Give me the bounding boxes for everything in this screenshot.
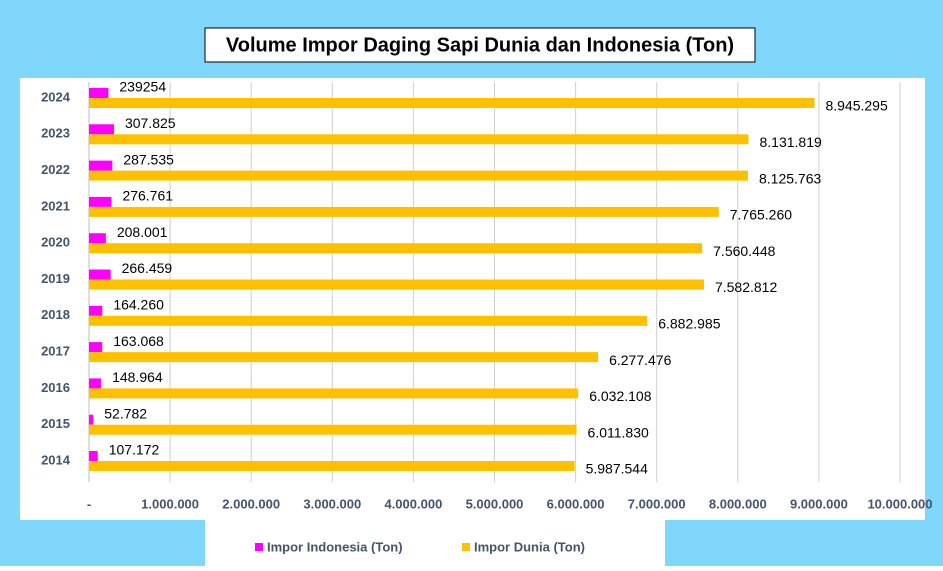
bar — [89, 414, 94, 425]
y-tick-label: 2021 — [41, 198, 70, 213]
bar — [89, 134, 749, 145]
bar — [89, 352, 599, 363]
data-label: 7.582.812 — [715, 279, 777, 295]
data-label: 287.535 — [123, 151, 174, 167]
y-tick-label: 2017 — [41, 344, 70, 359]
bar — [89, 196, 112, 207]
bar — [89, 98, 815, 108]
y-tick-label: 2022 — [41, 162, 70, 177]
y-tick-label: 2023 — [41, 126, 70, 141]
data-label: 7.765.260 — [730, 207, 792, 223]
legend-swatch — [462, 543, 470, 551]
plot-panel — [20, 78, 925, 520]
y-tick-label: 2015 — [41, 416, 70, 431]
bar — [89, 461, 575, 471]
x-tick-label: 5.000.000 — [466, 496, 524, 511]
bar — [89, 378, 102, 389]
data-label: 6.882.985 — [658, 316, 720, 332]
data-label: 8.125.763 — [759, 170, 821, 186]
bar — [89, 243, 703, 254]
data-label: 7.560.448 — [713, 243, 775, 259]
bar — [89, 269, 111, 280]
bar — [89, 160, 113, 171]
y-tick-label: 2019 — [41, 271, 70, 286]
bar — [89, 124, 114, 135]
y-tick-label: 2018 — [41, 307, 70, 322]
bar — [89, 315, 648, 326]
data-label: 52.782 — [104, 405, 147, 421]
data-label: 276.761 — [122, 188, 173, 204]
bar — [89, 388, 579, 399]
bar — [89, 424, 577, 435]
data-label: 307.825 — [125, 115, 176, 131]
legend-label: Impor Indonesia (Ton) — [267, 539, 403, 554]
bar — [89, 170, 748, 181]
x-tick-label: 6.000.000 — [547, 496, 605, 511]
data-label: 208.001 — [117, 224, 168, 240]
data-label: 6.277.476 — [609, 352, 671, 368]
x-tick-label: 8.000.000 — [709, 496, 767, 511]
data-label: 164.260 — [113, 297, 164, 313]
y-tick-label: 2016 — [41, 380, 70, 395]
y-tick-label: 2024 — [41, 89, 71, 104]
data-label: 8.131.819 — [759, 134, 821, 150]
legend-swatch — [255, 543, 263, 551]
data-label: 239254 — [119, 79, 166, 95]
data-label: 163.068 — [113, 333, 164, 349]
x-tick-label: 10.000.000 — [867, 496, 932, 511]
bar — [89, 451, 98, 461]
bar — [89, 279, 704, 290]
bar — [89, 305, 103, 316]
data-label: 5.987.544 — [586, 461, 648, 477]
bar — [89, 206, 719, 217]
data-label: 8.945.295 — [825, 98, 887, 114]
data-label: 6.011.830 — [588, 424, 649, 440]
y-tick-label: 2020 — [41, 235, 70, 250]
data-label: 107.172 — [109, 442, 160, 458]
data-label: 266.459 — [122, 260, 173, 276]
x-tick-label: - — [87, 496, 91, 511]
x-tick-label: 2.000.000 — [222, 496, 280, 511]
bar — [89, 88, 109, 98]
chart-title: Volume Impor Daging Sapi Dunia dan Indon… — [226, 34, 734, 56]
legend-box — [205, 520, 665, 566]
x-tick-label: 9.000.000 — [790, 496, 848, 511]
data-label: 6.032.108 — [589, 388, 651, 404]
title-box — [204, 27, 756, 63]
x-tick-label: 1.000.000 — [141, 496, 199, 511]
x-tick-label: 7.000.000 — [628, 496, 686, 511]
legend-label: Impor Dunia (Ton) — [474, 539, 585, 554]
y-tick-label: 2014 — [41, 452, 71, 467]
x-tick-label: 3.000.000 — [303, 496, 361, 511]
bar — [89, 342, 103, 353]
data-label: 148.964 — [112, 369, 163, 385]
bar — [89, 233, 106, 244]
x-tick-label: 4.000.000 — [384, 496, 442, 511]
